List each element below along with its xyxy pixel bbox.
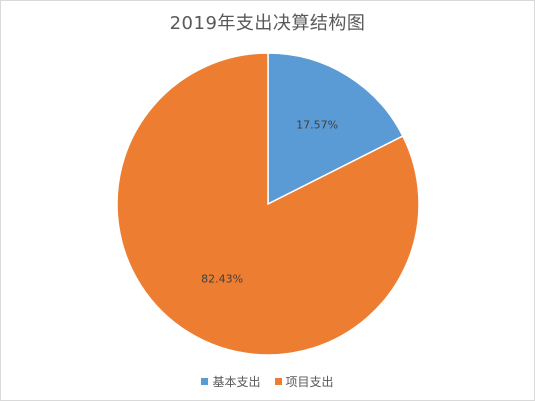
chart-title: 2019年支出决算结构图: [169, 13, 366, 34]
data-label-basic: 17.57%: [296, 118, 338, 131]
legend-label-project: 项目支出: [285, 375, 334, 389]
legend-swatch-basic: [201, 378, 209, 385]
pie-slice-project: [116, 52, 420, 356]
pie-slice-basic: [267, 52, 404, 206]
data-label-project: 82.43%: [201, 273, 243, 286]
legend: 基本支出 项目支出: [1, 373, 534, 390]
legend-swatch-project: [274, 378, 282, 385]
legend-label-basic: 基本支出: [212, 375, 261, 389]
legend-item-project: 项目支出: [274, 373, 334, 390]
legend-item-basic: 基本支出: [201, 373, 261, 390]
